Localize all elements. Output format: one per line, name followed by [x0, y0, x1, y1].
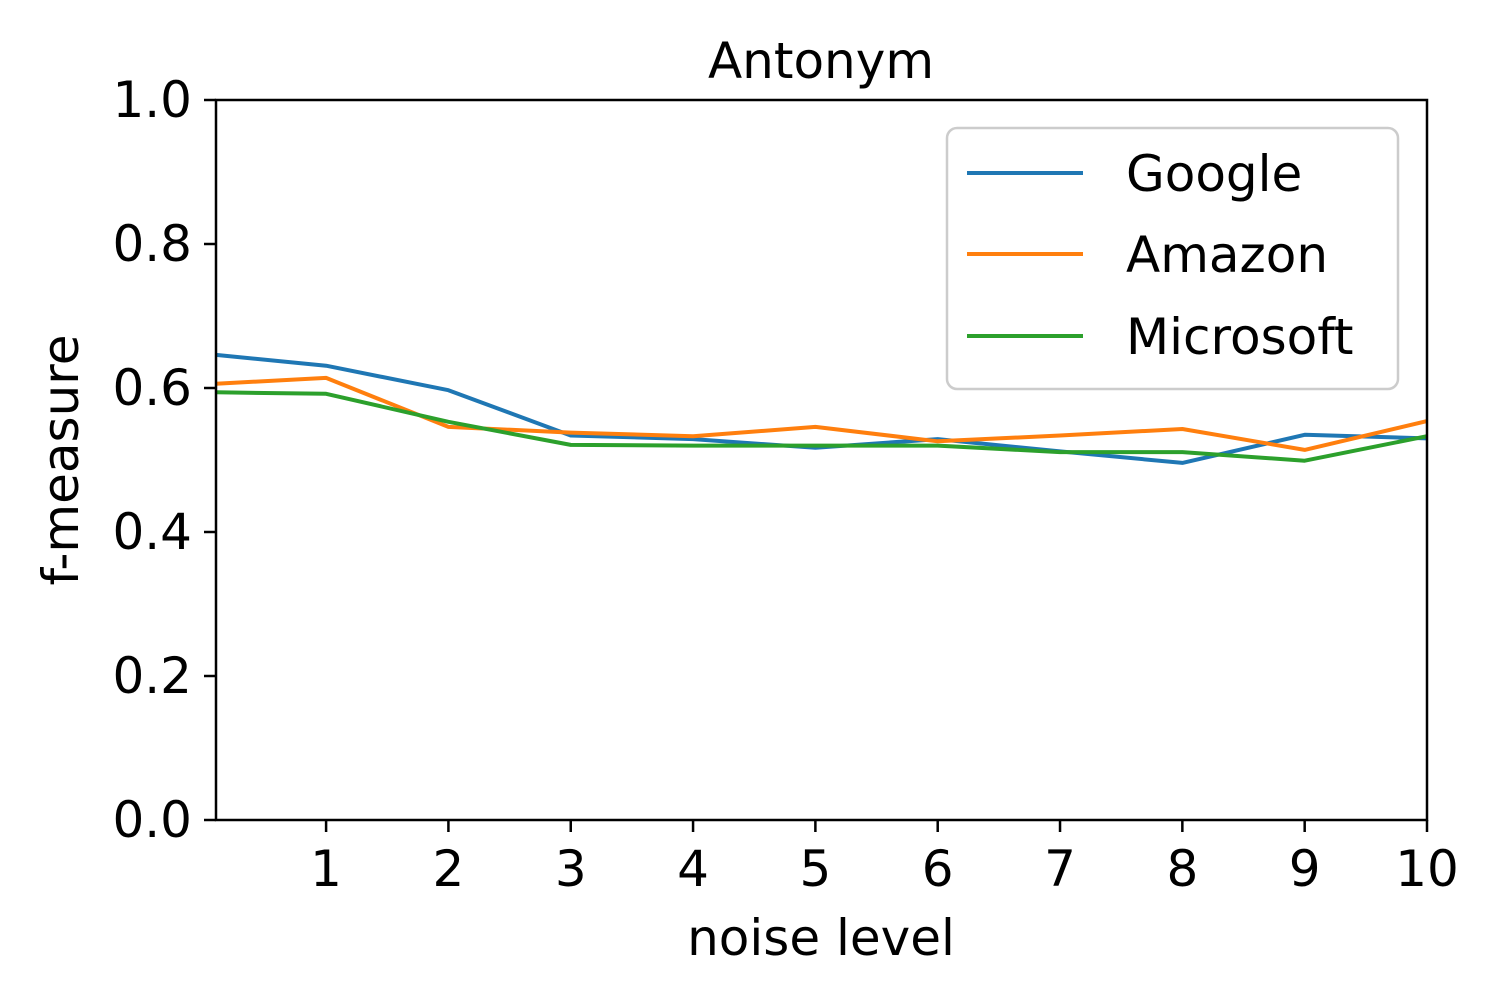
chart-title: Antonym — [708, 32, 934, 90]
plot-frame — [214, 98, 1429, 822]
x-tick-label: 7 — [1044, 840, 1076, 898]
x-tick-label: 3 — [555, 840, 587, 898]
series-layer — [215, 352, 1428, 465]
y-axis-label: f-measure — [32, 335, 90, 586]
series-line-microsoft — [215, 390, 1428, 463]
x-tick-label: 4 — [677, 840, 709, 898]
legend-box — [945, 126, 1400, 391]
y-tick-label: 0.2 — [112, 647, 192, 705]
legend: Google Amazon Microsoft — [945, 126, 1400, 391]
x-tick-label: 1 — [310, 840, 342, 898]
y-tick-label: 0.8 — [112, 215, 192, 273]
legend-label-microsoft: Microsoft — [1126, 308, 1354, 366]
x-tick-label: 8 — [1166, 840, 1198, 898]
y-axis: 0.0 0.2 0.4 0.6 0.8 1.0 — [112, 71, 216, 849]
x-tick-label: 9 — [1289, 840, 1321, 898]
y-tick-label: 0.0 — [112, 791, 192, 849]
x-axis-label: noise level — [687, 909, 955, 967]
y-tick-label: 0.4 — [112, 503, 192, 561]
x-tick-label: 10 — [1395, 840, 1459, 898]
x-tick-label: 2 — [433, 840, 465, 898]
x-axis: 1 2 3 4 5 6 7 8 9 10 — [310, 820, 1459, 898]
x-tick-label: 6 — [922, 840, 954, 898]
y-tick-label: 1.0 — [112, 71, 192, 129]
legend-label-google: Google — [1126, 145, 1302, 203]
x-tick-label: 5 — [799, 840, 831, 898]
legend-label-amazon: Amazon — [1126, 226, 1328, 284]
y-tick-label: 0.6 — [112, 359, 192, 417]
